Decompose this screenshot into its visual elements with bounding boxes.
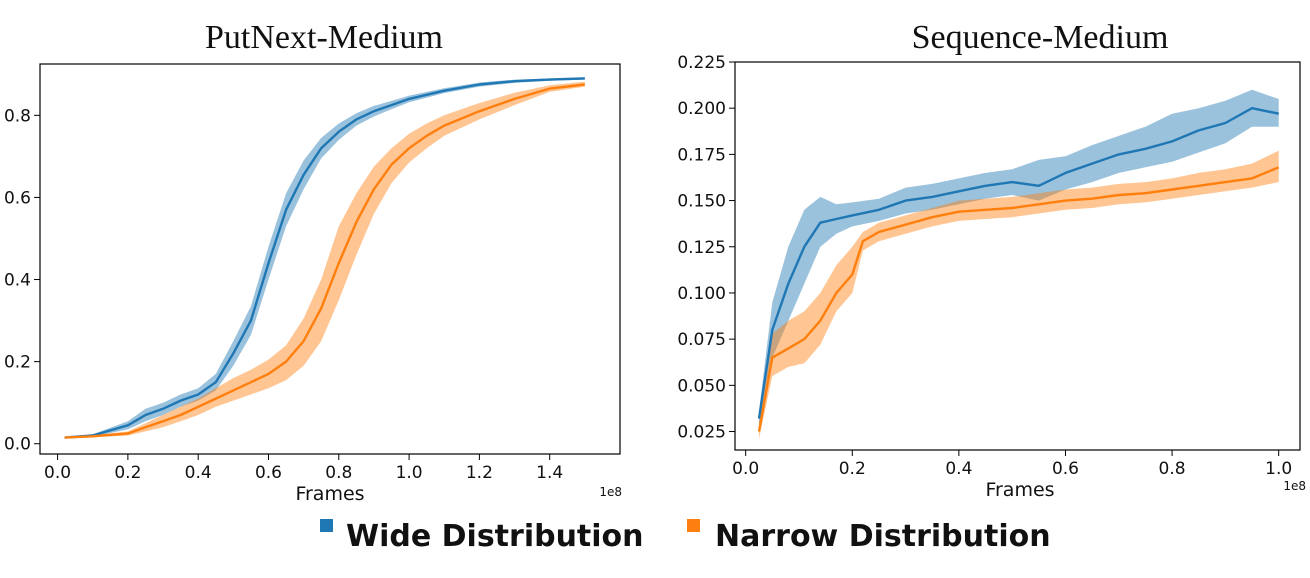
y-tick-label: 0.8 <box>4 106 31 126</box>
y-tick-label: 0.075 <box>677 330 726 350</box>
y-tick-label: 0.175 <box>677 145 726 165</box>
band-wide-distribution <box>64 77 585 439</box>
x-tick-label: 0.6 <box>255 463 282 483</box>
legend-label-wide: Wide Distribution <box>346 519 644 554</box>
x-tick-label: 1.0 <box>396 463 423 483</box>
series-line-wide-distribution <box>757 107 1279 419</box>
y-tick-label: 0.4 <box>4 271 31 291</box>
series-line-wide-distribution <box>64 77 585 439</box>
y-tick-label: 0.2 <box>4 353 31 373</box>
y-tick-label: 0.050 <box>677 376 726 396</box>
y-tick-label: 0.025 <box>677 423 726 443</box>
chart-title: PutNext-Medium <box>205 19 443 56</box>
x-tick-label: 0.2 <box>839 459 866 479</box>
x-tick-label: 0.0 <box>44 463 71 483</box>
x-offset-label: 1e8 <box>1283 479 1306 493</box>
x-tick-label: 0.4 <box>185 463 212 483</box>
x-tick-label: 0.8 <box>325 463 352 483</box>
series-line-narrow-distribution <box>64 83 585 439</box>
x-offset-label: 1e8 <box>599 485 622 499</box>
x-tick-label: 1.2 <box>466 463 493 483</box>
band-wide-distribution <box>759 89 1279 426</box>
plot-frame <box>734 61 1301 451</box>
y-tick-label: 0.0 <box>4 435 31 455</box>
y-tick-label: 0.200 <box>677 99 726 119</box>
x-tick-label: 0.2 <box>114 463 141 483</box>
chart-sequence-medium: Sequence-Medium 0.0 0.2 0.4 0.6 0.8 1.0 0.025… <box>677 19 1306 501</box>
x-tick-label: 1.0 <box>1265 459 1292 479</box>
x-tick-label: 1.4 <box>536 463 563 483</box>
chart-putnext-medium: PutNext-Medium 0.0 0.2 0.4 0.6 0.8 1.0 1.2 1.4 … <box>4 19 622 505</box>
legend-swatch-wide <box>320 519 333 532</box>
x-tick-label: 0.4 <box>945 459 972 479</box>
y-tick-label: 0.150 <box>677 192 726 212</box>
y-tick-label: 0.125 <box>677 238 726 258</box>
y-tick-label: 0.100 <box>677 284 726 304</box>
x-axis-label: Frames <box>985 479 1054 501</box>
y-tick-label: 0.225 <box>677 53 726 73</box>
chart-title: Sequence-Medium <box>912 19 1169 56</box>
band-narrow-distribution <box>759 150 1279 439</box>
legend: Wide Distribution Narrow Distribution <box>320 519 1051 554</box>
x-axis-label: Frames <box>295 483 364 505</box>
legend-swatch-narrow <box>687 519 700 532</box>
series-line-narrow-distribution <box>757 166 1280 432</box>
plot-frame <box>39 63 621 455</box>
y-tick-label: 0.6 <box>4 188 31 208</box>
x-tick-label: 0.8 <box>1159 459 1186 479</box>
x-tick-label: 0.6 <box>1052 459 1079 479</box>
x-tick-label: 0.0 <box>732 459 759 479</box>
legend-label-narrow: Narrow Distribution <box>715 519 1051 554</box>
